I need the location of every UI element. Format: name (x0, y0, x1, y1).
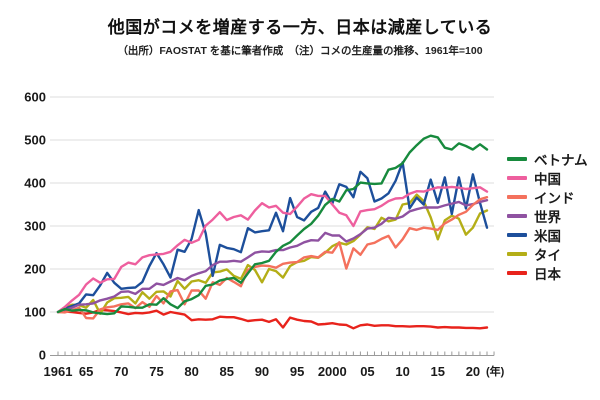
legend-swatch-thailand (507, 252, 527, 256)
series-line-japan (56, 308, 489, 330)
legend-item-china: 中国 (507, 171, 588, 187)
x-axis-unit-label: (年) (486, 364, 505, 378)
legend-swatch-china (507, 176, 527, 180)
legend-item-vietnam: ベトナム (507, 152, 588, 168)
x-axis-label-2010: 10 (395, 364, 409, 379)
x-axis-label-1970: 70 (114, 364, 128, 379)
x-axis-label-2005: 05 (360, 364, 374, 379)
legend-swatch-india (507, 195, 527, 199)
series-line-us (56, 161, 489, 314)
legend-item-world: 世界 (507, 209, 588, 225)
y-axis-label-300: 300 (24, 219, 46, 234)
legend-label-us: 米国 (534, 229, 561, 244)
legend-item-japan: 日本 (507, 266, 588, 282)
chart-title: 他国がコメを増産する一方、日本は減産している (107, 18, 493, 37)
y-axis-label-0: 0 (39, 348, 46, 363)
legend-label-india: インド (534, 191, 575, 206)
legend-swatch-world (507, 214, 527, 218)
y-axis-label-600: 600 (24, 90, 46, 105)
series-line-vietnam (56, 134, 489, 316)
legend-label-world: 世界 (534, 210, 561, 225)
series-line-world (56, 198, 489, 314)
x-axis-label-1985: 85 (220, 364, 234, 379)
x-axis-label-1980: 80 (184, 364, 198, 379)
x-axis-label-1961: 1961 (44, 364, 73, 379)
legend-item-india: インド (507, 190, 588, 206)
legend-label-japan: 日本 (534, 267, 561, 282)
x-axis-label-2000: 2000 (318, 364, 347, 379)
x-axis-label-2020: 20 (466, 364, 480, 379)
series-line-china (56, 185, 489, 314)
legend-swatch-us (507, 233, 527, 237)
legend: ベトナム中国インド世界米国タイ日本 (507, 152, 588, 282)
legend-swatch-vietnam (507, 157, 527, 161)
x-axis-label-1965: 65 (79, 364, 93, 379)
x-axis-label-1995: 95 (290, 364, 304, 379)
y-axis-label-500: 500 (24, 133, 46, 148)
y-axis-label-200: 200 (24, 262, 46, 277)
legend-swatch-japan (507, 271, 527, 275)
x-axis-label-1975: 75 (149, 364, 163, 379)
series-line-india (56, 195, 489, 320)
legend-item-us: 米国 (507, 228, 588, 244)
y-axis-label-400: 400 (24, 176, 46, 191)
y-axis-label-100: 100 (24, 305, 46, 320)
x-axis-label-1990: 90 (255, 364, 269, 379)
legend-label-thailand: タイ (534, 248, 561, 263)
legend-label-vietnam: ベトナム (534, 153, 588, 168)
series-line-thailand (56, 193, 489, 315)
x-axis-label-2015: 15 (431, 364, 445, 379)
legend-item-thailand: タイ (507, 247, 588, 263)
legend-label-china: 中国 (534, 172, 561, 187)
chart-subtitle: （出所）FAOSTAT を基に筆者作成 （注）コメの生産量の推移、1961年=1… (117, 45, 483, 57)
